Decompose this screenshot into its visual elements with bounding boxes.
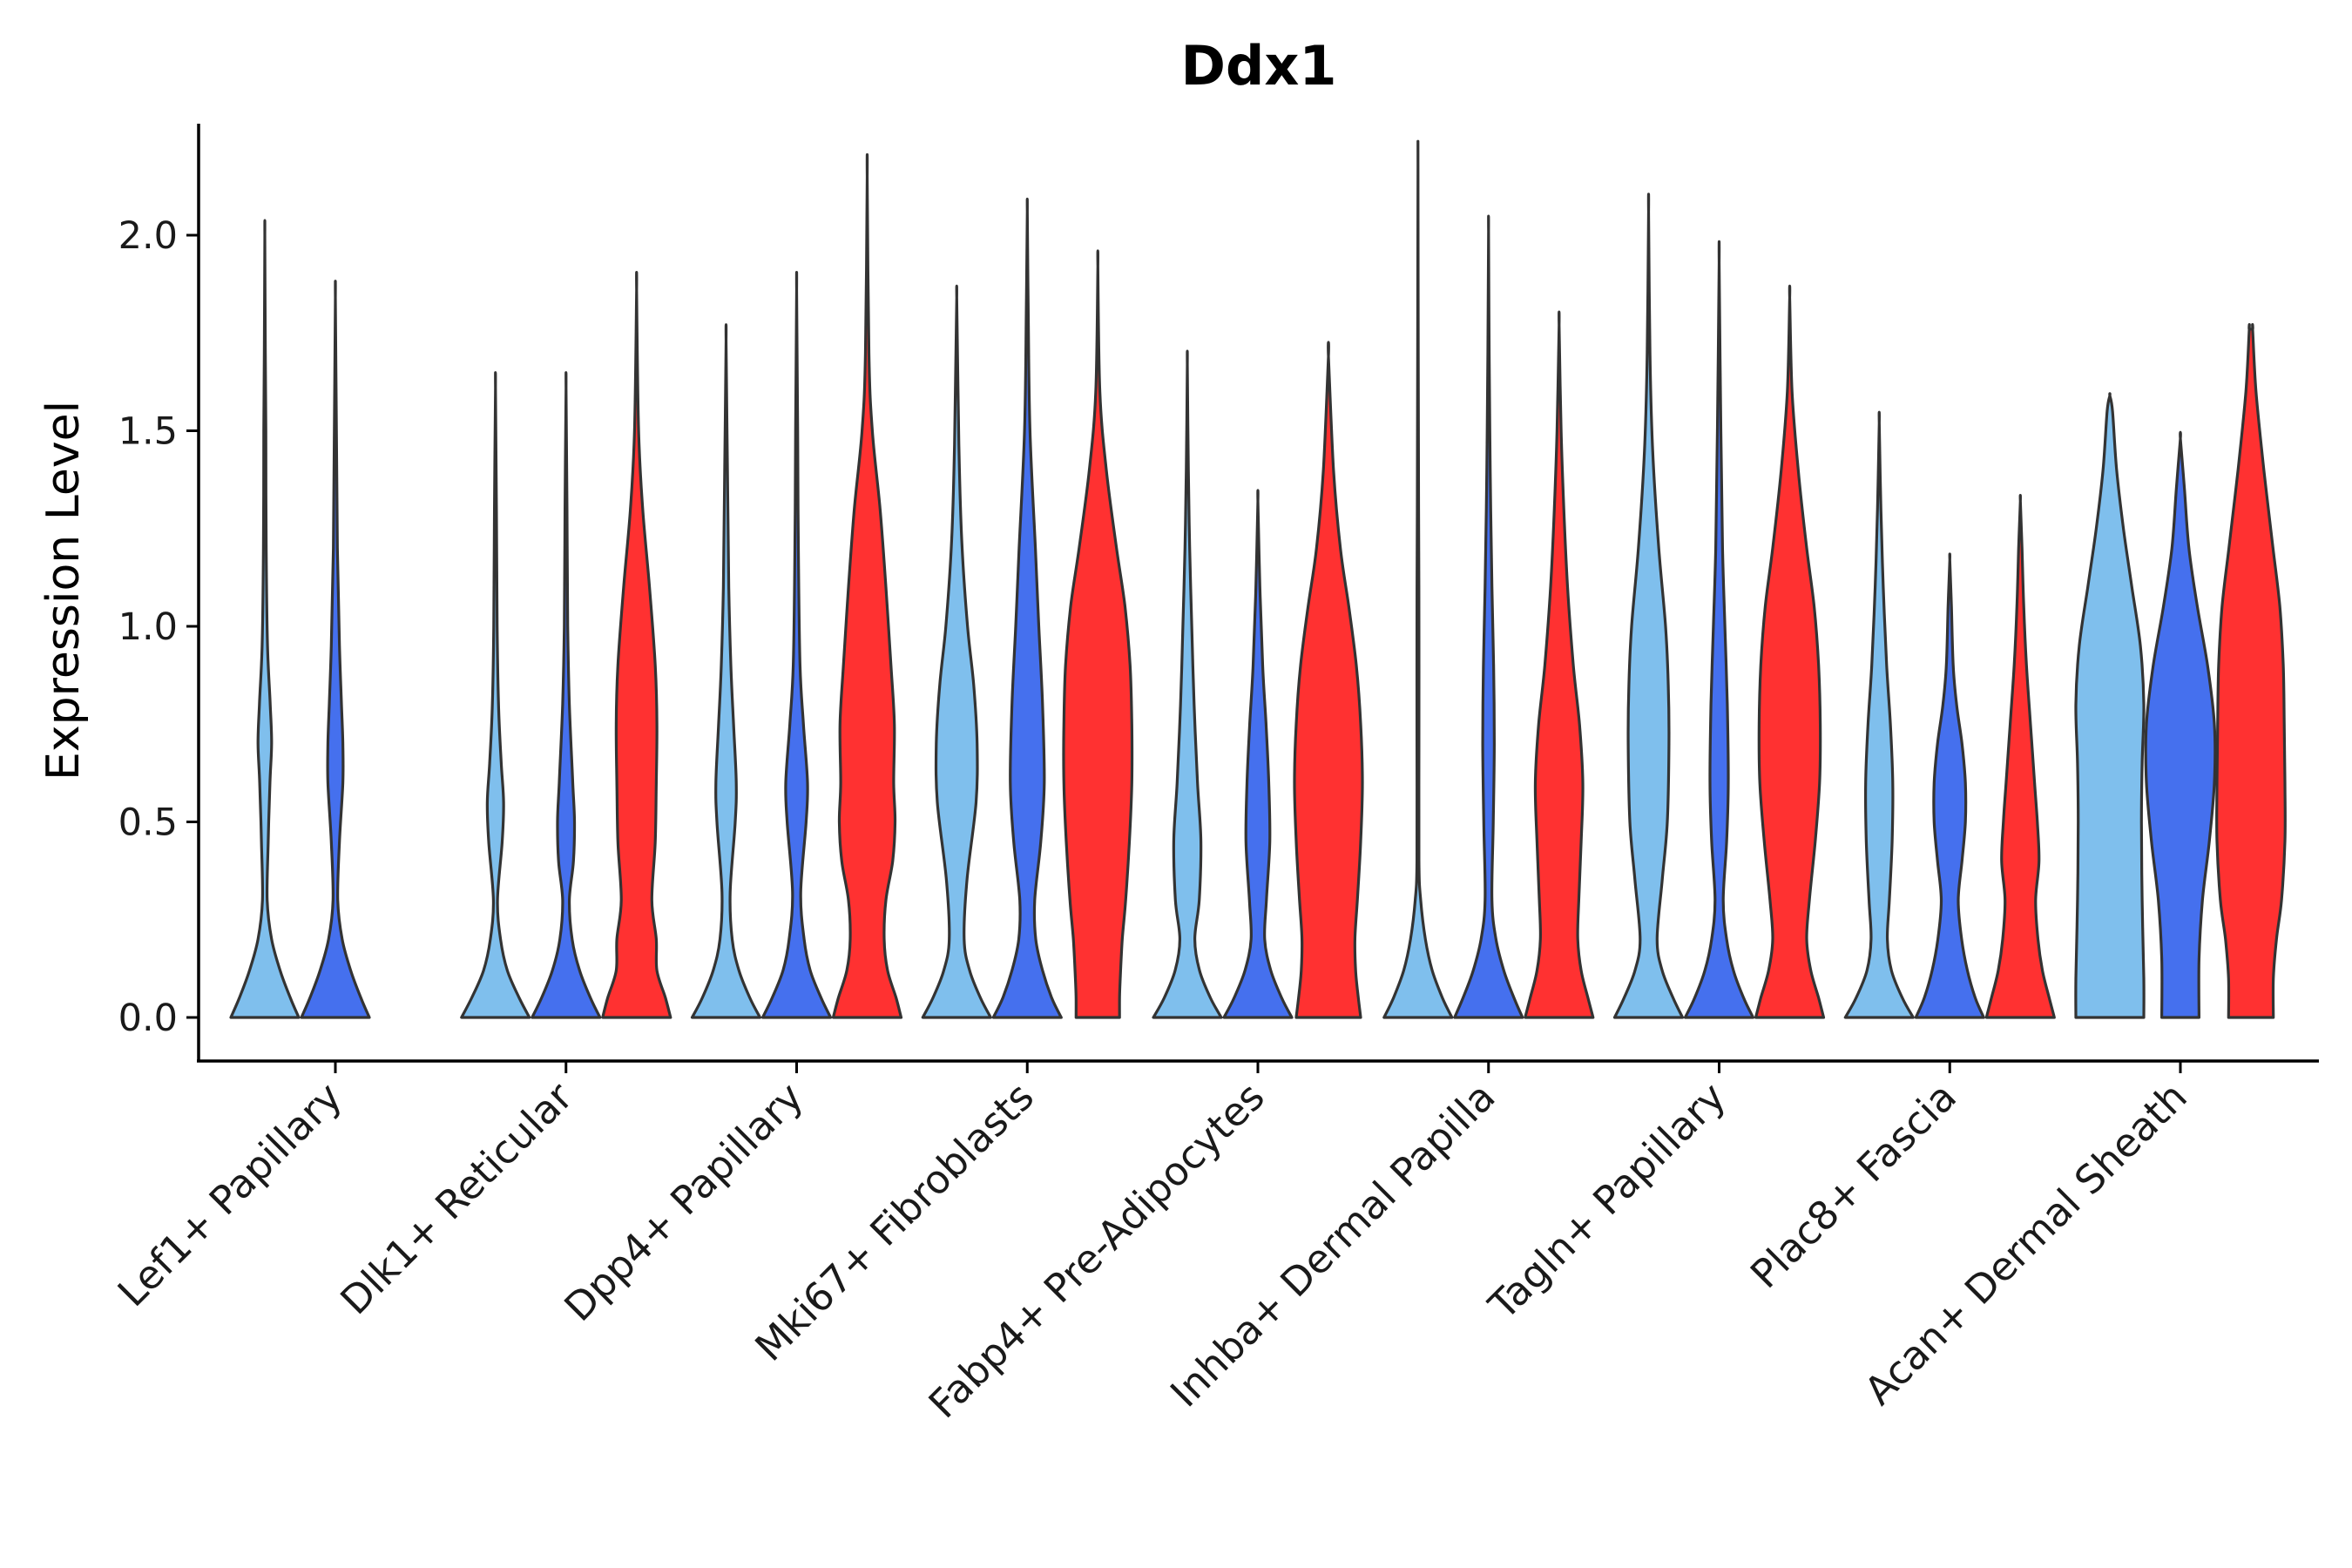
violin-3-9 xyxy=(2215,322,2287,1019)
violin-2-6 xyxy=(1453,214,1524,1019)
violin-3-6 xyxy=(1524,310,1595,1019)
x-tick-label: Lef1+ Papillary xyxy=(109,1073,351,1315)
x-tick-label: Tagln+ Papillary xyxy=(1479,1073,1734,1328)
violin-2-1 xyxy=(300,280,371,1019)
violin-1-1 xyxy=(229,219,301,1019)
violin-3-8 xyxy=(1984,493,2056,1019)
y-tick-label: 1.0 xyxy=(118,605,178,649)
violin-2-7 xyxy=(1683,240,1755,1019)
violin-3-4 xyxy=(1062,249,1134,1019)
violin-2-4 xyxy=(991,197,1063,1019)
violin-2-9 xyxy=(2144,430,2217,1019)
violin-2-3 xyxy=(760,271,833,1019)
violin-1-6 xyxy=(1382,140,1454,1019)
violin-1-8 xyxy=(1843,410,1915,1019)
violin-3-3 xyxy=(831,153,903,1019)
violin-2-5 xyxy=(1222,489,1294,1019)
violin-1-9 xyxy=(2074,392,2146,1019)
violin-2-8 xyxy=(1914,552,1985,1019)
violin-3-5 xyxy=(1293,341,1364,1019)
y-tick-label: 2.0 xyxy=(118,214,178,258)
violin-1-2 xyxy=(460,371,531,1019)
violin-1-7 xyxy=(1612,193,1685,1019)
violin-1-5 xyxy=(1152,349,1223,1019)
y-axis-label: Expression Level xyxy=(37,401,90,781)
y-tick-label: 0.5 xyxy=(118,801,178,845)
x-tick-label: Plac8+ Fascia xyxy=(1741,1073,1965,1297)
violin-3-2 xyxy=(601,271,672,1019)
y-axis-ticks: 0.0 0.5 1.0 1.5 2.0 xyxy=(118,214,199,1040)
x-tick-label: Dpp4+ Papillary xyxy=(555,1073,812,1330)
violin-2-2 xyxy=(531,371,602,1019)
y-tick-label: 0.0 xyxy=(118,997,178,1040)
violin-1-3 xyxy=(690,323,762,1019)
violin-layer xyxy=(229,140,2287,1019)
violin-1-4 xyxy=(921,284,992,1019)
violin-3-7 xyxy=(1754,284,1826,1019)
y-tick-label: 1.5 xyxy=(118,410,178,454)
x-tick-label: Dlk1+ Reticular xyxy=(332,1073,582,1323)
chart-title: Ddx1 xyxy=(1181,34,1337,98)
